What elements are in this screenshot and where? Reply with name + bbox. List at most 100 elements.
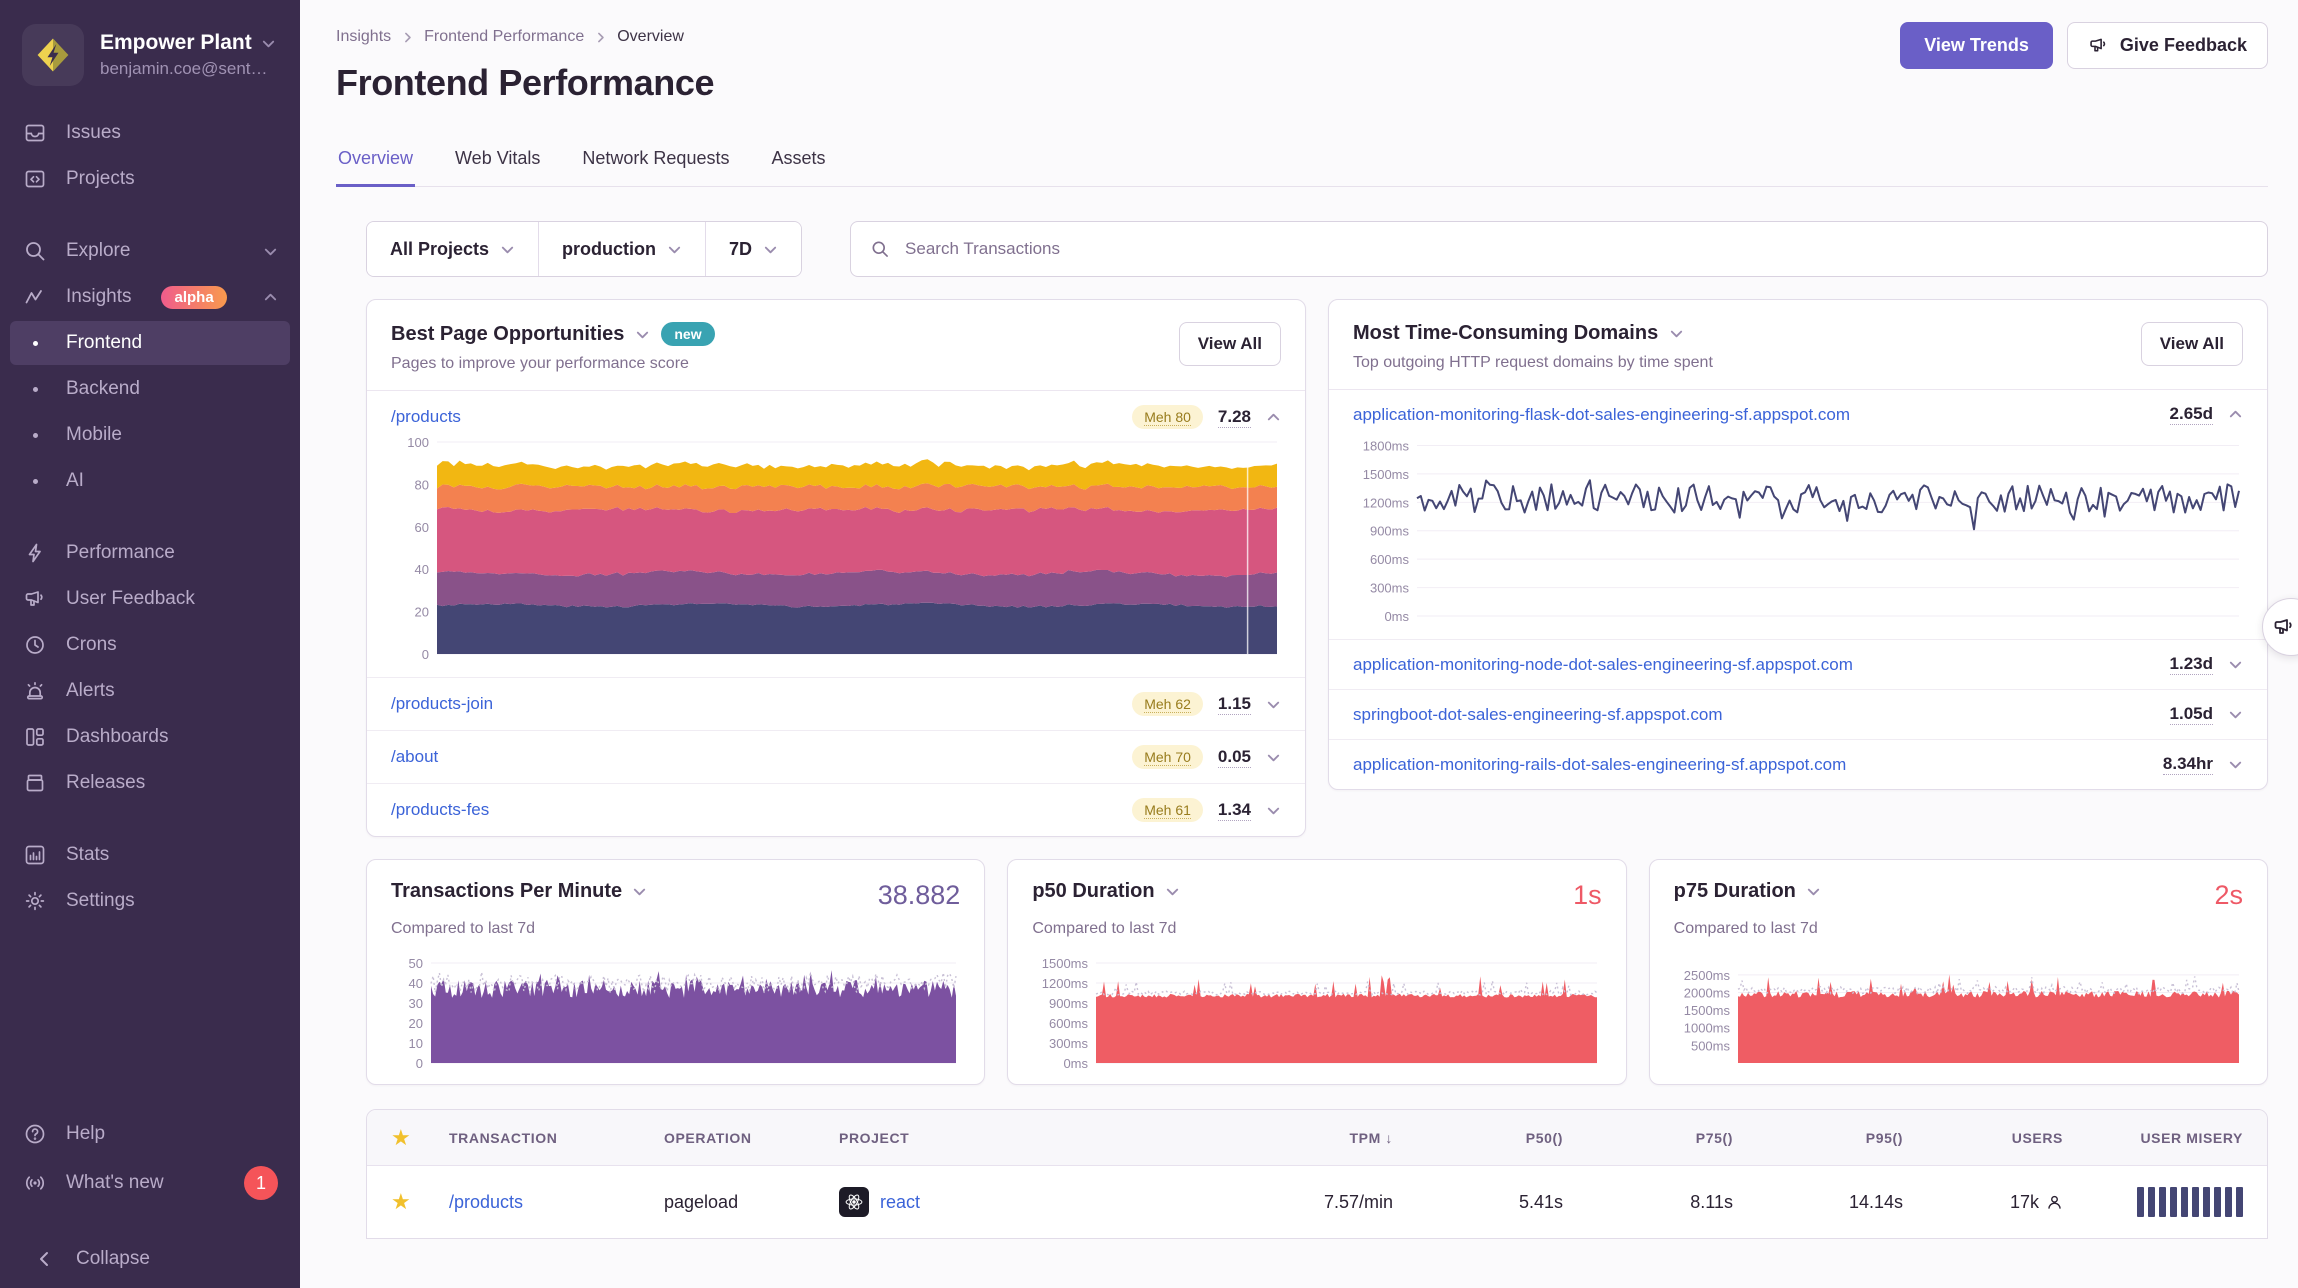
expand-row-icon[interactable] xyxy=(1266,750,1281,765)
opportunity-score: 7.28 xyxy=(1217,406,1251,428)
time-spent: 1.23d xyxy=(2169,654,2213,675)
sidebar-item-performance[interactable]: Performance xyxy=(10,531,290,575)
view-trends-button[interactable]: View Trends xyxy=(1900,22,2053,69)
domain-link[interactable]: application-monitoring-node-dot-sales-en… xyxy=(1353,654,1853,674)
expand-row-icon[interactable] xyxy=(2228,657,2243,672)
expand-row-icon[interactable] xyxy=(1266,803,1281,818)
chevron-down-icon[interactable] xyxy=(632,884,647,899)
tab-web-vitals[interactable]: Web Vitals xyxy=(455,148,541,168)
svg-text:40: 40 xyxy=(409,976,423,991)
sidebar-item-alerts[interactable]: Alerts xyxy=(10,669,290,713)
collapse-row-icon[interactable] xyxy=(2228,407,2243,422)
page-link[interactable]: /products-join xyxy=(391,694,494,713)
chevron-down-icon[interactable] xyxy=(1806,884,1821,899)
tab-overview[interactable]: Overview xyxy=(336,148,416,187)
breadcrumb-frontend-performance[interactable]: Frontend Performance xyxy=(424,28,585,45)
sidebar-item-dashboards[interactable]: Dashboards xyxy=(10,715,290,759)
svg-text:0ms: 0ms xyxy=(1384,609,1409,624)
project-link[interactable]: react xyxy=(880,1191,921,1212)
svg-text:1200ms: 1200ms xyxy=(1042,976,1089,991)
breadcrumb-insights[interactable]: Insights xyxy=(336,28,392,45)
time-spent: 8.34hr xyxy=(2162,754,2213,775)
view-all-pages-button[interactable]: View All xyxy=(1178,322,1281,366)
favorite-star-icon[interactable]: ★ xyxy=(391,1189,411,1214)
domain-link[interactable]: application-monitoring-flask-dot-sales-e… xyxy=(1353,404,1851,424)
svg-text:300ms: 300ms xyxy=(1049,1036,1089,1051)
sidebar-item-insights[interactable]: Insights alpha xyxy=(10,275,290,319)
page-link[interactable]: /about xyxy=(391,747,439,766)
chevron-down-icon[interactable] xyxy=(1669,326,1684,341)
col-transaction[interactable]: TRANSACTION xyxy=(449,1129,558,1146)
svg-text:2000ms: 2000ms xyxy=(1683,985,1730,1000)
svg-text:30: 30 xyxy=(409,996,423,1011)
give-feedback-button[interactable]: Give Feedback xyxy=(2066,22,2268,69)
collapse-row-icon[interactable] xyxy=(1266,410,1281,425)
org-switcher[interactable]: Empower Plant benjamin.coe@sent… xyxy=(0,20,300,110)
search-transactions-input[interactable] xyxy=(903,238,2248,260)
tpm-area-chart: 50 40 30 20 10 0 xyxy=(391,952,960,1072)
panel-title[interactable]: Best Page Opportunities xyxy=(391,322,625,345)
svg-text:20: 20 xyxy=(409,1016,423,1031)
card-title[interactable]: p75 Duration xyxy=(1673,880,1796,902)
project-filter-dropdown[interactable]: All Projects xyxy=(367,222,539,276)
environment-filter-dropdown[interactable]: production xyxy=(538,222,706,276)
col-users[interactable]: USERS xyxy=(2011,1129,2063,1146)
sidebar-item-frontend[interactable]: Frontend xyxy=(10,321,290,365)
col-tpm[interactable]: TPM ↓ xyxy=(1349,1129,1393,1146)
tab-network-requests[interactable]: Network Requests xyxy=(582,148,730,168)
col-p50[interactable]: P50() xyxy=(1525,1129,1563,1146)
chevron-down-icon xyxy=(264,248,277,255)
time-spent: 2.65d xyxy=(2169,404,2213,425)
svg-text:1500ms: 1500ms xyxy=(1042,956,1089,971)
star-column-header-icon[interactable]: ★ xyxy=(391,1124,411,1150)
col-p95[interactable]: P95() xyxy=(1865,1129,1903,1146)
chevron-down-icon xyxy=(668,246,681,253)
svg-text:100: 100 xyxy=(407,435,429,450)
view-all-domains-button[interactable]: View All xyxy=(2140,322,2243,366)
main-content: Insights Frontend Performance Overview V… xyxy=(300,0,2298,1288)
page-link[interactable]: /products-fes xyxy=(391,800,490,819)
expand-row-icon[interactable] xyxy=(1266,697,1281,712)
table-row: ★ /products pageload react 7.57/min 5.41… xyxy=(367,1166,2267,1238)
sidebar-item-backend[interactable]: Backend xyxy=(10,367,290,411)
page-filter-bar: All Projects production 7D xyxy=(366,221,803,277)
sidebar-item-mobile[interactable]: Mobile xyxy=(10,413,290,457)
col-operation[interactable]: OPERATION xyxy=(664,1129,752,1146)
col-p75[interactable]: P75() xyxy=(1695,1129,1733,1146)
sidebar-item-ai[interactable]: AI xyxy=(10,459,290,503)
sidebar-item-whats-new[interactable]: What's new 1 xyxy=(10,1157,290,1209)
chevron-down-icon[interactable] xyxy=(1165,884,1180,899)
date-range-dropdown[interactable]: 7D xyxy=(705,222,802,276)
expand-row-icon[interactable] xyxy=(2228,757,2243,772)
col-user-misery[interactable]: USER MISERY xyxy=(2140,1129,2243,1146)
chevron-down-icon[interactable] xyxy=(635,327,650,342)
sidebar-item-settings[interactable]: Settings xyxy=(10,879,290,923)
domain-link[interactable]: springboot-dot-sales-engineering-sf.apps… xyxy=(1353,704,1723,724)
sidebar-item-projects[interactable]: Projects xyxy=(10,157,290,201)
card-title[interactable]: p50 Duration xyxy=(1032,880,1155,902)
bar-chart-icon xyxy=(22,842,48,868)
search-transactions-bar[interactable] xyxy=(850,221,2268,277)
page-link[interactable]: /products xyxy=(391,407,461,426)
transaction-link[interactable]: /products xyxy=(449,1191,524,1212)
page-row-about: /about Meh 70 0.05 xyxy=(367,730,1305,783)
sidebar-item-issues[interactable]: Issues xyxy=(10,111,290,155)
dashboards-icon xyxy=(22,724,48,750)
sidebar-item-stats[interactable]: Stats xyxy=(10,833,290,877)
col-project[interactable]: PROJECT xyxy=(839,1129,910,1146)
tab-assets[interactable]: Assets xyxy=(771,148,826,168)
sidebar-nav: Issues Projects Explore Insights alpha F… xyxy=(0,110,300,924)
sidebar-item-help[interactable]: Help xyxy=(10,1112,290,1156)
domain-link[interactable]: application-monitoring-rails-dot-sales-e… xyxy=(1353,754,1847,774)
domain-row-node: application-monitoring-node-dot-sales-en… xyxy=(1329,639,2267,689)
bullet-icon xyxy=(22,330,48,356)
expand-row-icon[interactable] xyxy=(2228,707,2243,722)
svg-text:1800ms: 1800ms xyxy=(1363,438,1410,453)
sidebar-collapse-button[interactable]: Collapse xyxy=(20,1237,280,1281)
sidebar-item-releases[interactable]: Releases xyxy=(10,761,290,805)
card-title[interactable]: Transactions Per Minute xyxy=(391,880,623,902)
panel-title[interactable]: Most Time-Consuming Domains xyxy=(1353,322,1659,344)
sidebar-item-crons[interactable]: Crons xyxy=(10,623,290,667)
sidebar-item-user-feedback[interactable]: User Feedback xyxy=(10,577,290,621)
sidebar-item-explore[interactable]: Explore xyxy=(10,229,290,273)
